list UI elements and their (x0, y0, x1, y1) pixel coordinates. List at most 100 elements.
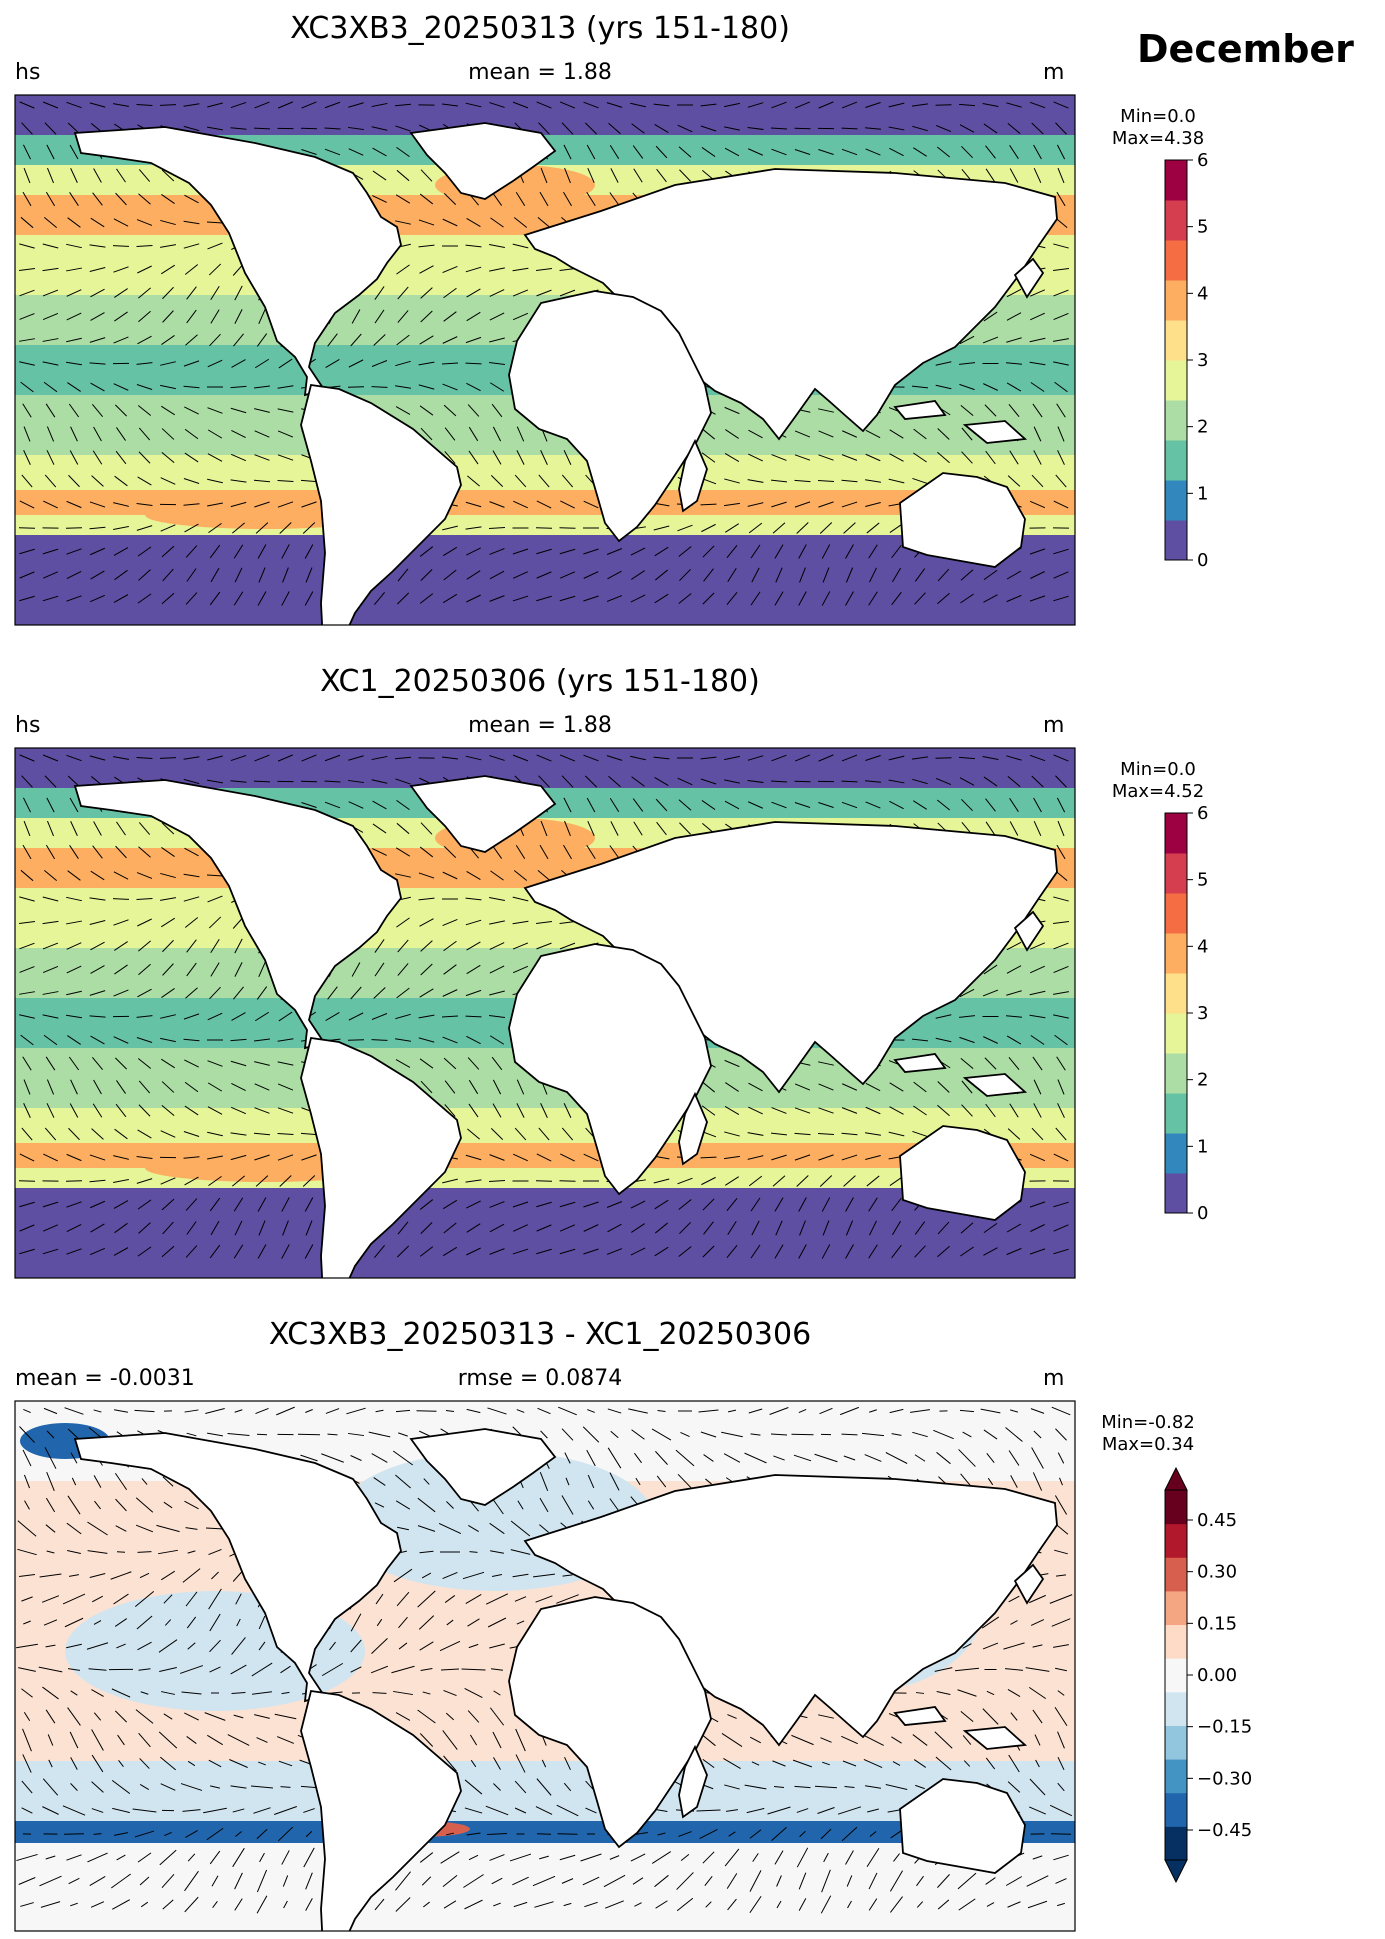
direction-arrow (281, 1850, 290, 1865)
direction-arrow (539, 1855, 549, 1860)
colorbar-tick-label: −0.30 (1197, 1768, 1252, 1789)
direction-arrow (207, 1432, 223, 1437)
direction-arrow (138, 963, 151, 976)
direction-arrow (207, 1106, 223, 1115)
direction-arrow (701, 428, 716, 440)
direction-arrow (609, 1498, 620, 1512)
direction-arrow (466, 1832, 481, 1836)
direction-arrow (888, 126, 905, 131)
direction-arrow (959, 988, 975, 998)
direction-arrow (442, 1875, 458, 1887)
direction-arrow (207, 242, 223, 250)
direction-arrow (466, 1200, 481, 1209)
direction-arrow (891, 1433, 902, 1436)
direction-arrow (465, 1593, 482, 1605)
direction-arrow (114, 404, 128, 417)
direction-arrow (512, 1201, 529, 1208)
direction-arrow (300, 1454, 318, 1462)
wave-height-band (15, 455, 1075, 490)
direction-arrow (321, 1453, 344, 1463)
direction-arrow (305, 567, 313, 583)
direction-arrow (912, 1431, 928, 1438)
direction-arrow (676, 1897, 694, 1912)
direction-arrow (395, 1409, 411, 1413)
direction-arrow (351, 962, 361, 977)
direction-arrow (540, 1430, 548, 1439)
direction-arrow (864, 127, 882, 130)
direction-arrow (937, 428, 950, 440)
direction-arrow (514, 1780, 527, 1794)
direction-arrow (161, 545, 175, 558)
direction-arrow (42, 267, 59, 272)
direction-arrow (114, 569, 128, 581)
direction-arrow (21, 775, 33, 788)
direction-arrow (1005, 1876, 1023, 1886)
direction-arrow (514, 1127, 527, 1141)
direction-arrow (232, 1847, 245, 1868)
direction-arrow (348, 102, 364, 108)
direction-arrow (634, 1902, 642, 1907)
direction-arrow (159, 757, 177, 759)
direction-arrow (700, 778, 717, 785)
direction-arrow (490, 1128, 504, 1140)
direction-arrow (20, 216, 34, 229)
direction-arrow (443, 1057, 457, 1070)
direction-arrow (305, 1898, 313, 1911)
direction-arrow (465, 501, 482, 508)
direction-arrow (937, 1104, 950, 1117)
direction-arrow (911, 1038, 929, 1042)
direction-arrow (138, 940, 151, 952)
direction-arrow (606, 755, 623, 761)
direction-arrow (1053, 896, 1069, 902)
direction-arrow (982, 103, 999, 107)
direction-arrow (324, 780, 341, 783)
direction-arrow (89, 337, 106, 343)
direction-arrow (19, 548, 35, 555)
direction-arrow (1029, 754, 1046, 762)
direction-arrow (391, 1665, 415, 1674)
direction-arrow (137, 1199, 152, 1210)
direction-arrow (701, 1733, 716, 1747)
direction-arrow (936, 1690, 951, 1696)
direction-arrow (186, 1736, 197, 1744)
direction-arrow (418, 361, 435, 366)
direction-arrow (583, 500, 599, 509)
colorbar-segment (1165, 160, 1187, 201)
direction-arrow (277, 385, 294, 389)
direction-arrow (62, 1805, 86, 1816)
direction-arrow (771, 1107, 787, 1114)
direction-arrow (583, 571, 599, 579)
direction-arrow (492, 1079, 502, 1095)
direction-arrow (348, 1432, 364, 1437)
direction-arrow (654, 1199, 669, 1210)
direction-arrow (679, 169, 691, 182)
direction-arrow (728, 1831, 736, 1837)
colorbar-segment (1165, 1826, 1187, 1861)
direction-arrow (19, 1153, 35, 1162)
direction-arrow (374, 939, 385, 953)
direction-arrow (1006, 570, 1022, 580)
direction-arrow (540, 450, 548, 465)
direction-arrow (1053, 595, 1069, 602)
direction-arrow (210, 962, 220, 977)
direction-arrow (254, 358, 270, 369)
direction-arrow (961, 798, 973, 812)
direction-arrow (161, 1691, 175, 1695)
direction-arrow (375, 1593, 384, 1605)
direction-arrow (1030, 1408, 1045, 1414)
direction-arrow (630, 547, 646, 556)
direction-arrow (419, 193, 434, 205)
direction-arrow (183, 220, 200, 225)
direction-arrow (397, 939, 409, 953)
direction-arrow (955, 1667, 979, 1672)
direction-arrow (559, 754, 576, 762)
direction-arrow (22, 1754, 32, 1773)
direction-arrow (724, 1059, 740, 1068)
direction-arrow (724, 755, 740, 761)
direction-arrow (1029, 337, 1046, 343)
direction-arrow (583, 754, 599, 762)
direction-arrow (19, 243, 35, 249)
direction-arrow (1003, 1642, 1025, 1650)
direction-arrow (19, 942, 35, 950)
direction-arrow (277, 101, 294, 109)
